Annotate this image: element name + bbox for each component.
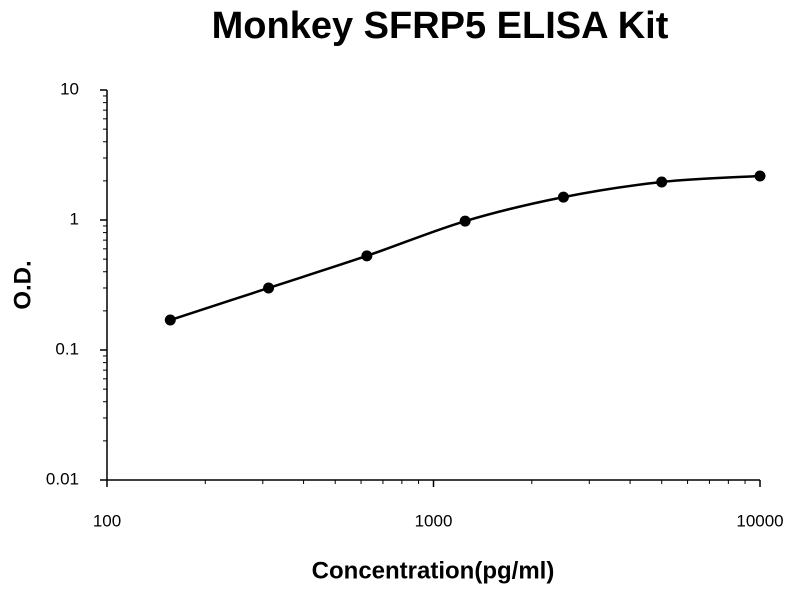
x-axis-label: Concentration(pg/ml) <box>312 557 555 584</box>
point <box>557 191 569 203</box>
y-axis-label: O.D. <box>9 260 36 309</box>
y-tick-label: 1 <box>70 209 79 228</box>
curve <box>169 174 761 322</box>
point <box>164 314 176 326</box>
point <box>459 215 471 227</box>
chart-title: Monkey SFRP5 ELISA Kit <box>212 5 669 47</box>
y-tick-label: 10 <box>60 79 79 98</box>
y-tick-label: 0.1 <box>55 339 79 358</box>
point <box>361 250 373 262</box>
point <box>754 170 766 182</box>
point <box>263 282 275 294</box>
x-tick-label: 1000 <box>415 511 453 530</box>
x-tick-label: 10000 <box>736 511 783 530</box>
point <box>656 176 668 188</box>
y-tick-label: 0.01 <box>46 469 79 488</box>
x-tick-label: 100 <box>93 511 121 530</box>
